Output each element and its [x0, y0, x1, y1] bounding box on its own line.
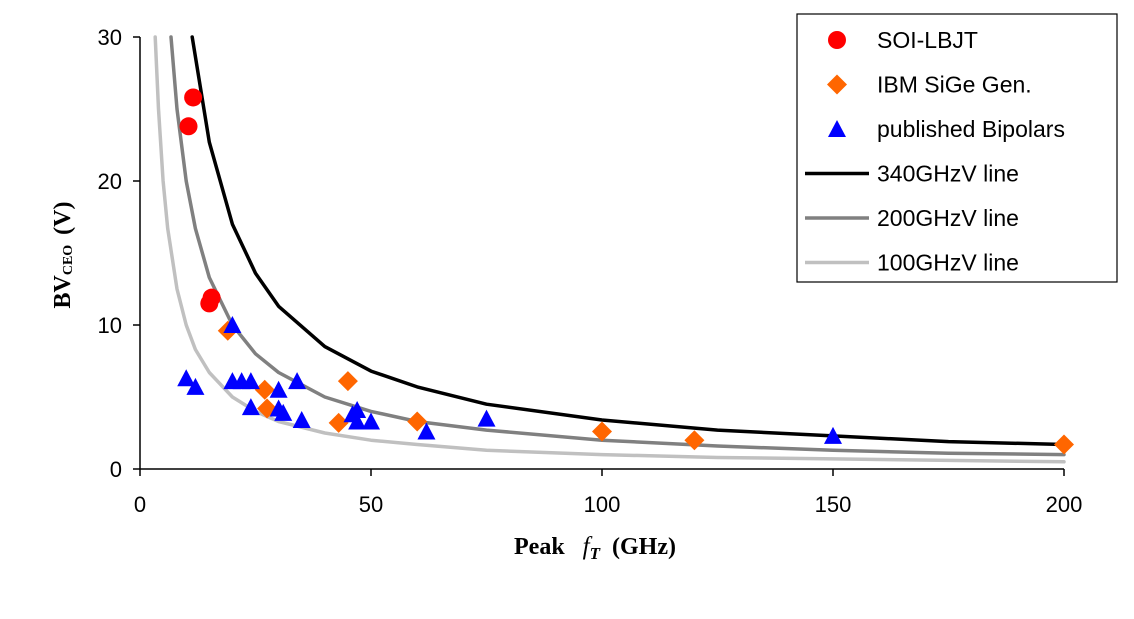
- legend-box: [796, 13, 1118, 283]
- x-tick-label-0: 0: [134, 492, 146, 517]
- x-axis-title: Peak fT (GHz): [514, 533, 676, 565]
- data-point-1-6: [592, 421, 612, 442]
- legend-label-3: 340GHzV line: [877, 161, 1019, 187]
- legend-label-2: published Bipolars: [877, 116, 1065, 142]
- data-point-1-4: [337, 371, 358, 392]
- data-point-2-1: [186, 377, 205, 395]
- data-point-2-0: [177, 369, 196, 387]
- data-point-1-1: [254, 379, 275, 400]
- y-axis-title-main: BV: [50, 275, 76, 309]
- data-point-2-7: [269, 380, 288, 398]
- x-axis-title-symbol: f: [583, 533, 593, 560]
- legend-marker-1: [827, 74, 847, 95]
- data-point-2-9: [274, 403, 293, 421]
- data-point-2-17: [477, 409, 496, 427]
- data-point-2-13: [348, 400, 367, 418]
- data-point-0-1: [179, 117, 198, 136]
- data-point-1-3: [328, 412, 349, 433]
- y-axis-title: BVCEO (V): [50, 201, 78, 308]
- data-point-1-8: [1054, 434, 1074, 455]
- x-axis-title-subscript: T: [590, 544, 601, 563]
- y-tick-label-2: 20: [98, 169, 122, 194]
- legend-marker-2: [828, 120, 846, 137]
- y-axis-title-unit: (V): [50, 201, 76, 234]
- data-point-1-7: [684, 430, 705, 451]
- legend-label-1: IBM SiGe Gen.: [877, 72, 1032, 98]
- legend: SOI-LBJT IBM SiGe Gen. published Bipolars 3…: [796, 13, 1118, 283]
- data-point-0-3: [202, 288, 221, 307]
- data-point-2-16: [417, 422, 436, 440]
- data-point-2-14: [348, 412, 367, 430]
- data-point-2-6: [241, 398, 260, 416]
- x-tick-label-4: 200: [1046, 492, 1083, 517]
- x-tick-label-2: 100: [584, 492, 621, 517]
- plot-points: [177, 88, 1074, 455]
- data-point-2-10: [288, 372, 307, 390]
- x-tick-label-3: 150: [815, 492, 852, 517]
- legend-label-4: 200GHzV line: [877, 205, 1019, 231]
- data-point-0-0: [184, 88, 203, 107]
- data-point-2-15: [362, 412, 380, 430]
- data-point-2-11: [292, 411, 311, 429]
- data-point-1-5: [407, 411, 428, 432]
- x-tick-label-1: 50: [359, 492, 383, 517]
- legend-label-5: 100GHzV line: [877, 250, 1019, 276]
- y-tick-label-3: 30: [98, 25, 122, 50]
- y-tick-label-1: 10: [98, 313, 122, 338]
- series-line-4: [169, 35, 1066, 457]
- y-tick-label-0: 0: [110, 457, 122, 482]
- legend-label-0: SOI-LBJT: [877, 27, 978, 53]
- data-point-2-5: [241, 372, 260, 390]
- data-point-2-2: [223, 316, 242, 333]
- axes: 0 50 100 150 200 0 10 20 30: [98, 25, 1083, 517]
- series-line-3: [190, 35, 1066, 447]
- y-axis-title-subscript: CEO: [61, 245, 76, 275]
- data-point-2-18: [824, 426, 842, 444]
- legend-marker-0: [828, 31, 846, 49]
- x-axis-title-unit: (GHz): [612, 534, 676, 560]
- x-axis-title-main: Peak: [514, 534, 565, 560]
